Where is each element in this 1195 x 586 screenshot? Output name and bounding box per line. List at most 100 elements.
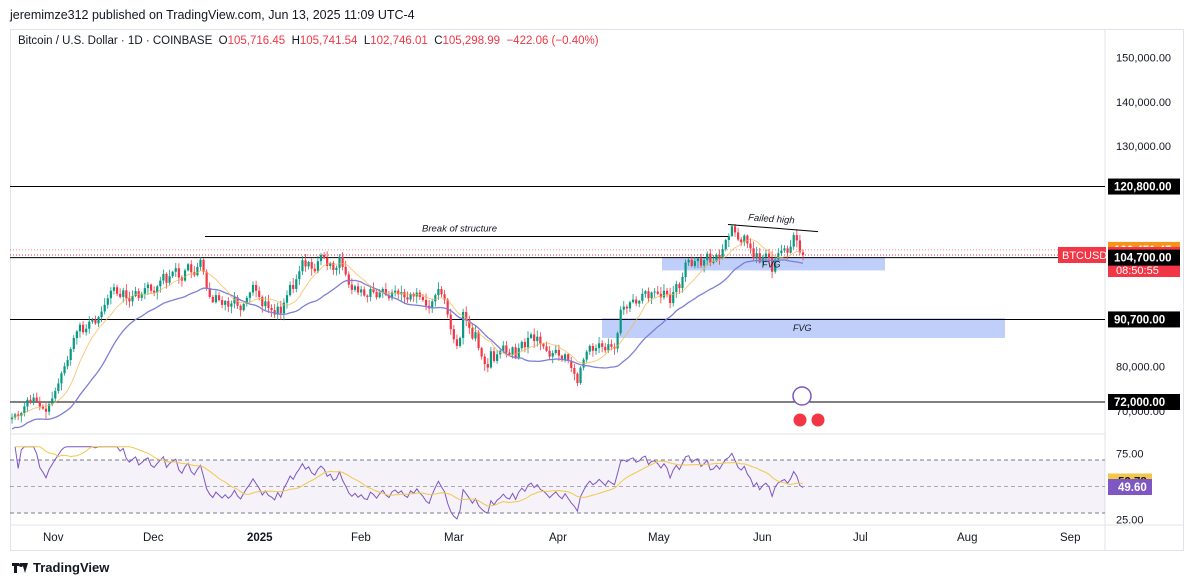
- level-tag-72000: 72,000.00: [1114, 397, 1165, 409]
- chart-frame: [10, 29, 1184, 551]
- candle-body: [622, 306, 625, 310]
- candle-body: [10, 417, 14, 420]
- candle-body: [771, 258, 774, 272]
- publish-line: jeremimze312 published on TradingView.co…: [10, 8, 415, 22]
- price-tick-label: 130,000.00: [1116, 141, 1171, 153]
- candle-body: [619, 309, 622, 334]
- candle-body: [406, 297, 409, 300]
- candle-body: [489, 351, 493, 368]
- candle-body: [75, 331, 78, 338]
- candle-body: [38, 401, 41, 407]
- level-tag-120800-bg: [1108, 178, 1180, 195]
- footer-brand[interactable]: TradingView: [33, 560, 110, 575]
- time-tick-label: Apr: [549, 532, 567, 544]
- candle-body: [462, 311, 465, 338]
- candle-body: [248, 292, 252, 298]
- candle-body: [47, 404, 51, 412]
- time-tick-label: Jul: [853, 532, 868, 544]
- candle-body: [301, 260, 304, 272]
- price-tick-label: 150,000.00: [1116, 53, 1171, 65]
- candle-body: [777, 253, 780, 260]
- candle-body: [421, 296, 425, 301]
- candle-body: [520, 341, 523, 349]
- candle-body: [304, 260, 307, 267]
- candle-body: [594, 348, 598, 351]
- candle-body: [63, 366, 66, 374]
- candle-body: [44, 408, 48, 412]
- rsi-value: 49.60: [1118, 482, 1147, 494]
- candle-body: [690, 259, 693, 267]
- candle-body: [604, 346, 607, 351]
- candle-body: [733, 226, 737, 233]
- candle-body: [631, 299, 635, 303]
- candle-body: [143, 288, 146, 294]
- tradingview-logo-icon[interactable]: [12, 562, 28, 573]
- candle-body: [23, 406, 26, 414]
- high-label: H: [291, 35, 300, 47]
- candle-body: [347, 274, 350, 285]
- time-tick-label: Mar: [444, 532, 464, 544]
- candle-body: [523, 341, 527, 348]
- candle-body: [112, 287, 116, 291]
- candle-body: [743, 235, 746, 243]
- candle-body: [644, 291, 647, 294]
- candle-body: [183, 270, 187, 281]
- level-tag-120800: 120,800.00: [1114, 182, 1172, 194]
- candle-body: [171, 271, 174, 277]
- candle-body: [106, 298, 109, 305]
- candle-body: [669, 294, 672, 304]
- candle-body: [307, 262, 310, 267]
- candle-body: [322, 254, 326, 259]
- time-tick-label: Feb: [351, 532, 371, 544]
- candle-body: [103, 304, 106, 312]
- candle-body: [384, 288, 387, 296]
- candle-body: [483, 356, 486, 365]
- candle-body: [140, 293, 143, 298]
- candle-body: [641, 293, 644, 301]
- candle-body: [440, 288, 443, 295]
- candle-body: [338, 256, 341, 268]
- rsi-tick-label: 75.00: [1116, 448, 1144, 460]
- fvg-label: FVG: [793, 323, 812, 333]
- candle-body: [557, 349, 561, 356]
- candle-body: [653, 291, 656, 293]
- candle-body: [230, 303, 233, 307]
- candle-body: [32, 397, 35, 403]
- candle-body: [678, 284, 681, 289]
- candle-body: [267, 301, 270, 308]
- candle-body: [526, 337, 530, 348]
- candle-body: [712, 261, 715, 263]
- candle-body: [403, 292, 406, 298]
- time-tick-label: Jun: [753, 532, 772, 544]
- candle-body: [85, 328, 88, 333]
- break-of-structure-label: Break of structure: [422, 223, 497, 234]
- candle-body: [109, 290, 112, 299]
- candle-body: [227, 300, 230, 307]
- symbol-name[interactable]: Bitcoin / U.S. Dollar · 1D · COINBASE: [18, 35, 213, 47]
- candle-body: [26, 399, 29, 407]
- price-tick-label: 140,000.00: [1116, 97, 1171, 109]
- low-label: L: [363, 35, 371, 47]
- candle-body: [783, 248, 786, 251]
- candle-body: [282, 302, 286, 314]
- candle-body: [242, 303, 245, 311]
- candle-body: [496, 354, 499, 361]
- symbol-tag-bg: [1058, 246, 1106, 263]
- candle-body: [372, 288, 375, 293]
- candle-body: [409, 293, 412, 300]
- candle-body: [276, 306, 279, 315]
- candle-body: [174, 268, 177, 272]
- candle-body: [100, 311, 103, 318]
- candle-body: [511, 347, 514, 355]
- candle-body: [706, 253, 709, 261]
- candle-body: [125, 290, 128, 299]
- candle-body: [233, 297, 236, 304]
- candle-body: [471, 327, 474, 339]
- candle-body: [687, 259, 690, 263]
- time-tick-label: Aug: [957, 532, 977, 544]
- candle-body: [387, 295, 391, 299]
- candle-body: [601, 343, 604, 347]
- candle-body: [122, 290, 125, 297]
- candle-body: [17, 414, 20, 417]
